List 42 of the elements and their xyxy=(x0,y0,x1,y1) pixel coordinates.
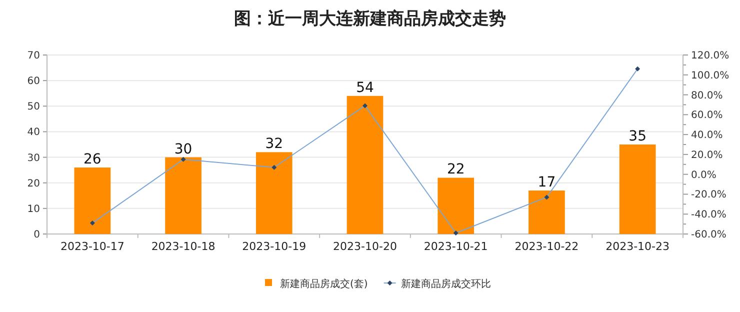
legend-label: 新建商品房成交(套) xyxy=(280,278,368,290)
x-tick-label: 2023-10-18 xyxy=(151,240,216,253)
data-label: 22 xyxy=(446,162,465,178)
y-tick-label: 60 xyxy=(27,76,40,88)
y2-tick-label: -20.0% xyxy=(691,190,726,201)
x-tick-label: 2023-10-21 xyxy=(424,240,488,253)
y2-tick-label: 100.0% xyxy=(691,70,730,82)
bar xyxy=(346,96,384,234)
data-label: 54 xyxy=(356,80,374,96)
x-tick-label: 2023-10-19 xyxy=(242,240,306,253)
bar xyxy=(256,152,292,234)
y2-tick-label: 80.0% xyxy=(691,90,723,102)
x-tick-label: 2023-10-23 xyxy=(606,240,670,253)
data-label: 17 xyxy=(538,174,556,191)
y2-tick-label: 40.0% xyxy=(691,130,723,142)
y2-tick-label: -40.0% xyxy=(691,210,726,221)
y2-tick-label: 20.0% xyxy=(691,150,723,161)
data-label: 30 xyxy=(174,141,192,158)
bar xyxy=(438,178,474,234)
x-tick-label: 2023-10-20 xyxy=(333,240,397,253)
data-label: 32 xyxy=(265,136,284,152)
y2-tick-label: 0.0% xyxy=(691,170,716,181)
x-tick-label: 2023-10-22 xyxy=(514,240,579,253)
bar xyxy=(619,144,656,234)
y2-tick-label: 60.0% xyxy=(691,110,723,122)
y-tick-label: 20 xyxy=(27,178,40,190)
y-tick-label: 30 xyxy=(27,152,40,164)
y-tick-label: 50 xyxy=(27,102,40,113)
y-tick-label: 10 xyxy=(27,204,40,215)
y-tick-label: 40 xyxy=(27,127,40,138)
data-label: 35 xyxy=(628,128,646,144)
chart-title: 图：近一周大连新建商品房成交走势 xyxy=(234,9,506,29)
bar xyxy=(74,168,111,234)
x-tick-label: 2023-10-17 xyxy=(60,240,124,253)
bar xyxy=(165,157,202,234)
y-tick-label: 70 xyxy=(27,50,40,62)
legend-label: 新建商品房成交环比 xyxy=(400,278,491,290)
y2-tick-label: -60.0% xyxy=(691,230,726,240)
data-label: 26 xyxy=(84,152,102,168)
y2-tick-label: 120.0% xyxy=(691,50,730,62)
y-tick-label: 0 xyxy=(34,230,40,240)
bar xyxy=(528,190,565,234)
